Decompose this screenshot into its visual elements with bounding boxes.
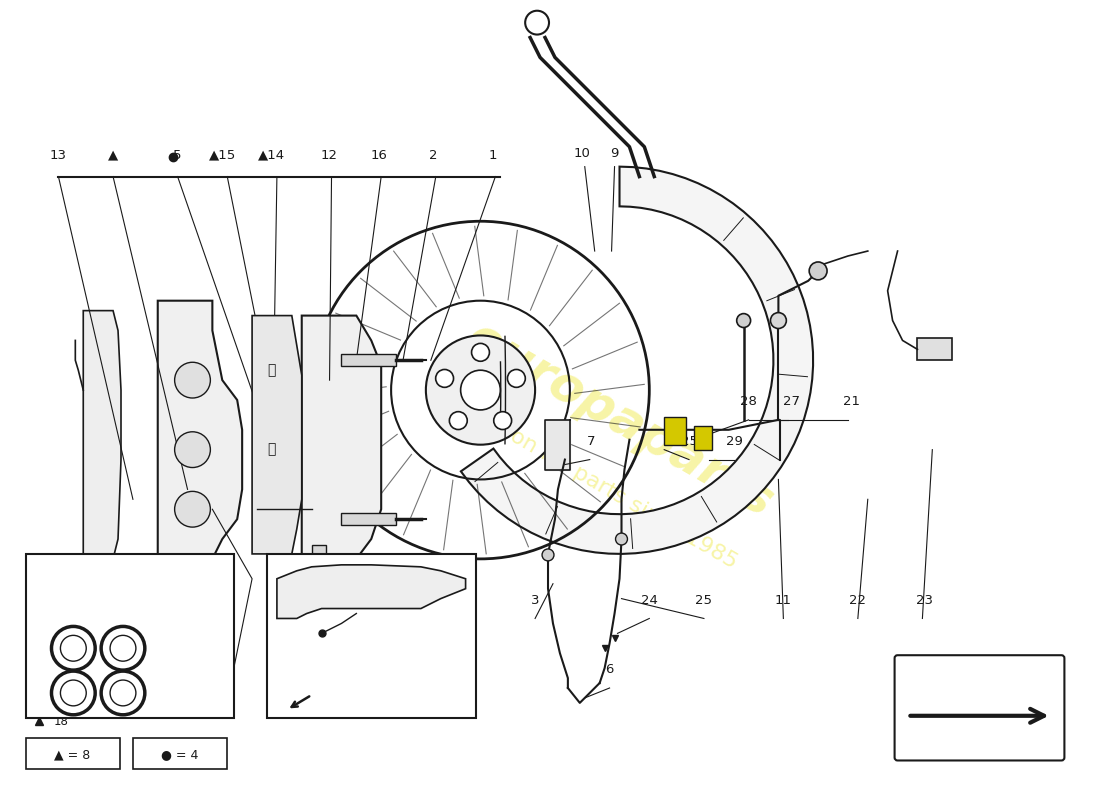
Circle shape bbox=[737, 314, 750, 327]
Circle shape bbox=[810, 262, 827, 280]
Bar bbox=[341, 354, 396, 366]
Text: 11: 11 bbox=[774, 594, 792, 606]
Circle shape bbox=[175, 491, 210, 527]
Text: ●17: ●17 bbox=[282, 640, 307, 653]
Text: 27: 27 bbox=[783, 395, 800, 408]
Circle shape bbox=[525, 10, 549, 34]
Circle shape bbox=[436, 370, 453, 387]
Circle shape bbox=[450, 412, 468, 430]
Text: 28: 28 bbox=[740, 395, 757, 408]
Text: 2: 2 bbox=[429, 149, 437, 162]
Text: a passion for parts since 1985: a passion for parts since 1985 bbox=[439, 386, 740, 572]
Circle shape bbox=[472, 343, 490, 362]
Text: 29: 29 bbox=[726, 434, 744, 448]
Circle shape bbox=[507, 370, 526, 387]
Text: Ⓟ: Ⓟ bbox=[267, 363, 276, 378]
Text: 25: 25 bbox=[695, 594, 713, 606]
Text: 10: 10 bbox=[573, 146, 591, 160]
Text: 16: 16 bbox=[371, 149, 387, 162]
Text: 7: 7 bbox=[586, 434, 595, 448]
Circle shape bbox=[426, 335, 535, 445]
Circle shape bbox=[616, 533, 627, 545]
Text: ▲ = 8: ▲ = 8 bbox=[54, 748, 90, 761]
FancyBboxPatch shape bbox=[894, 655, 1065, 761]
Text: 18: 18 bbox=[54, 715, 68, 728]
Circle shape bbox=[280, 593, 293, 605]
Circle shape bbox=[542, 549, 554, 561]
Text: 3: 3 bbox=[531, 594, 539, 606]
Text: 24: 24 bbox=[641, 594, 658, 606]
Text: europaparts: europaparts bbox=[458, 313, 781, 527]
Polygon shape bbox=[84, 310, 121, 559]
Text: ▲19: ▲19 bbox=[257, 514, 280, 527]
Circle shape bbox=[770, 313, 786, 329]
Text: Ⓟ: Ⓟ bbox=[267, 442, 276, 457]
FancyBboxPatch shape bbox=[267, 554, 475, 718]
Text: 22: 22 bbox=[849, 594, 867, 606]
Polygon shape bbox=[301, 315, 382, 559]
Bar bbox=[341, 514, 396, 525]
Polygon shape bbox=[277, 565, 465, 618]
Circle shape bbox=[461, 370, 500, 410]
FancyBboxPatch shape bbox=[25, 554, 234, 718]
Bar bbox=[917, 338, 953, 360]
Text: ▲: ▲ bbox=[108, 149, 118, 162]
Circle shape bbox=[175, 432, 210, 467]
Polygon shape bbox=[252, 315, 301, 554]
Circle shape bbox=[494, 412, 512, 430]
Polygon shape bbox=[544, 420, 570, 470]
Text: 21: 21 bbox=[844, 395, 860, 408]
Bar bbox=[664, 417, 686, 445]
Text: 9: 9 bbox=[610, 146, 618, 160]
Text: 25: 25 bbox=[681, 434, 697, 448]
Text: 23: 23 bbox=[916, 594, 933, 606]
Text: ▲15: ▲15 bbox=[209, 149, 235, 162]
Text: 20: 20 bbox=[262, 494, 277, 506]
Text: 12: 12 bbox=[321, 149, 338, 162]
Text: 1: 1 bbox=[488, 149, 497, 162]
Circle shape bbox=[175, 362, 210, 398]
Text: ● = 4: ● = 4 bbox=[161, 748, 198, 761]
Text: ▲14: ▲14 bbox=[258, 149, 286, 162]
Bar bbox=[311, 545, 326, 585]
Text: 5: 5 bbox=[174, 149, 182, 162]
Bar bbox=[297, 611, 346, 626]
Circle shape bbox=[340, 611, 353, 626]
Polygon shape bbox=[461, 166, 813, 554]
Bar bbox=[694, 426, 712, 450]
Text: 13: 13 bbox=[50, 149, 67, 162]
Text: 6: 6 bbox=[605, 663, 614, 676]
Polygon shape bbox=[157, 301, 242, 559]
